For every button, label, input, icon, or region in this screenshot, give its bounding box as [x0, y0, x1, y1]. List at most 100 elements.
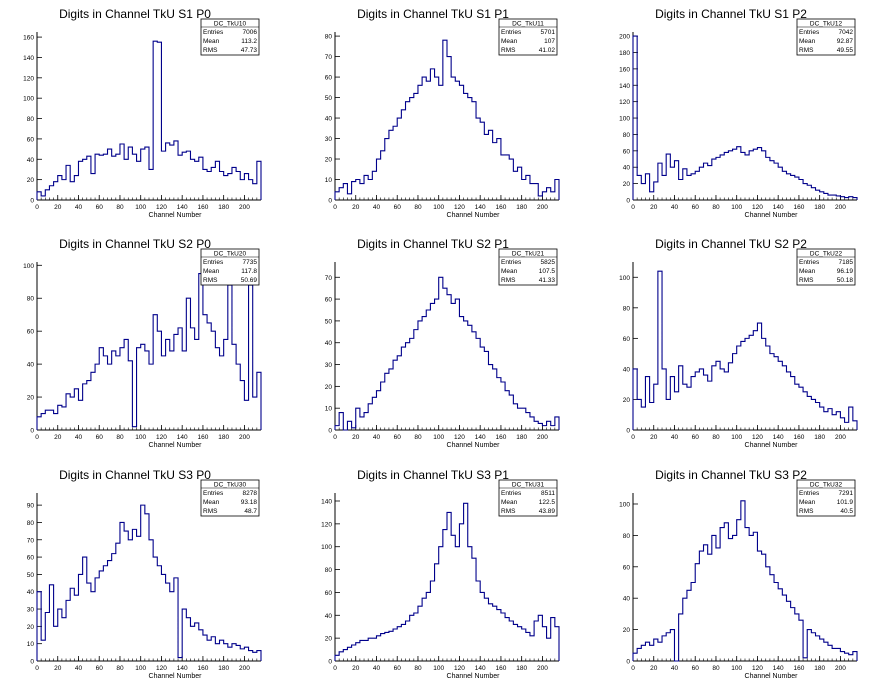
x-tick-label: 140 — [773, 204, 784, 211]
x-axis-label: Channel Number — [447, 442, 501, 449]
stats-value: 7291 — [839, 490, 854, 497]
y-tick-label: 0 — [30, 198, 34, 205]
x-tick-label: 140 — [773, 665, 784, 672]
histogram-panel: Digits in Channel TkU S2 P2 0 20 40 60 80 100 1… — [619, 237, 858, 449]
y-tick-label: 60 — [27, 136, 35, 143]
x-tick-label: 200 — [239, 204, 250, 211]
stats-value: 113.2 — [241, 38, 257, 45]
stats-box — [200, 479, 260, 517]
y-tick-label: 50 — [325, 95, 333, 102]
y-tick-label: 0 — [30, 659, 34, 666]
histogram-panel: Digits in Channel TkU S3 P00 20 40 60 80 100 1… — [27, 468, 262, 680]
x-tick-label: 60 — [96, 665, 104, 672]
x-tick-label: 180 — [218, 434, 229, 441]
stats-box — [796, 479, 856, 517]
stats-value: 5701 — [541, 29, 556, 36]
y-tick-label: 0 — [328, 659, 332, 666]
stats-value: 107 — [544, 38, 555, 45]
y-tick-label: 80 — [623, 533, 631, 540]
y-tick-label: 20 — [27, 177, 35, 184]
x-tick-label: 180 — [814, 434, 825, 441]
histogram-panel: Digits in Channel TkU S2 P10 20 40 60 80 100 1… — [325, 237, 560, 449]
y-tick-label: 20 — [325, 636, 333, 643]
y-tick-label: 20 — [27, 624, 35, 631]
x-tick-label: 100 — [433, 434, 444, 441]
y-tick-label: 0 — [328, 428, 332, 435]
y-tick-label: 10 — [325, 177, 333, 184]
x-tick-label: 120 — [752, 434, 763, 441]
stats-label: Entries — [203, 259, 224, 266]
x-tick-label: 120 — [454, 434, 465, 441]
y-tick-label: 140 — [619, 83, 630, 90]
stats-value: 49.55 — [837, 47, 854, 54]
histogram-panel: Digits in Channel TkU S1 P0 0 20 40 60 80 100 1… — [23, 7, 262, 219]
stats-name: DC_TkU31 — [512, 482, 545, 489]
stats-value: 96.19 — [837, 268, 854, 275]
histogram-panel: Digits in Channel TkU S1 P10 20 40 60 80 100 1… — [325, 7, 560, 219]
y-tick-label: 40 — [27, 362, 35, 369]
y-tick-label: 180 — [619, 50, 630, 57]
chart-title: Digits in Channel TkU S1 P0 — [59, 7, 211, 21]
y-tick-label: 100 — [23, 96, 34, 103]
y-tick-label: 80 — [27, 116, 35, 123]
stats-label: Entries — [501, 259, 522, 266]
x-tick-label: 40 — [75, 204, 83, 211]
chart-title: Digits in Channel TkU S1 P2 — [655, 7, 807, 21]
stats-value: 48.7 — [244, 508, 257, 515]
x-tick-label: 60 — [394, 434, 402, 441]
x-tick-label: 0 — [631, 434, 635, 441]
x-tick-label: 40 — [75, 665, 83, 672]
stats-value: 7006 — [243, 29, 258, 36]
histogram-panel: Digits in Channel TkU S2 P0 0 20 40 60 80 100 1… — [23, 237, 262, 449]
y-tick-label: 200 — [619, 34, 630, 41]
x-tick-label: 100 — [731, 204, 742, 211]
x-axis-label: Channel Number — [745, 212, 799, 219]
x-tick-label: 20 — [650, 665, 658, 672]
y-tick-label: 80 — [325, 567, 333, 574]
y-tick-label: 30 — [27, 607, 35, 614]
y-tick-label: 20 — [325, 157, 333, 164]
x-tick-label: 180 — [218, 665, 229, 672]
stats-box — [200, 248, 260, 286]
y-tick-label: 0 — [328, 198, 332, 205]
y-tick-label: 80 — [325, 34, 333, 41]
x-tick-label: 160 — [793, 204, 804, 211]
stats-box — [498, 18, 558, 56]
histogram-series — [632, 35, 858, 200]
histogram-series — [36, 272, 262, 430]
y-tick-label: 80 — [27, 296, 35, 303]
x-tick-label: 200 — [835, 665, 846, 672]
histogram-series — [632, 270, 858, 430]
y-tick-label: 60 — [325, 75, 333, 82]
y-tick-label: 0 — [626, 198, 630, 205]
x-tick-label: 20 — [352, 434, 360, 441]
x-tick-label: 0 — [35, 204, 39, 211]
x-tick-label: 140 — [177, 434, 188, 441]
y-tick-label: 40 — [623, 165, 631, 172]
y-tick-label: 80 — [623, 132, 631, 139]
stats-label: Mean — [501, 38, 518, 45]
x-tick-label: 120 — [156, 434, 167, 441]
stats-name: DC_TkU21 — [512, 251, 545, 258]
stats-label: Mean — [203, 499, 220, 506]
x-tick-label: 180 — [516, 665, 527, 672]
y-tick-label: 160 — [23, 35, 34, 42]
stats-label: Mean — [799, 268, 816, 275]
y-tick-label: 70 — [325, 275, 333, 282]
stats-value: 7185 — [839, 259, 854, 266]
y-tick-label: 120 — [321, 521, 332, 528]
stats-value: 92.87 — [837, 38, 854, 45]
y-tick-label: 20 — [623, 627, 631, 634]
x-tick-label: 80 — [116, 665, 124, 672]
stats-value: 50.18 — [837, 277, 854, 284]
stats-label: Mean — [203, 268, 220, 275]
chart-title: Digits in Channel TkU S1 P1 — [357, 7, 509, 21]
y-tick-label: 40 — [623, 596, 631, 603]
y-tick-label: 30 — [325, 362, 333, 369]
y-tick-label: 60 — [325, 590, 333, 597]
y-tick-label: 20 — [623, 397, 631, 404]
y-tick-label: 10 — [27, 641, 35, 648]
stats-label: Mean — [501, 268, 518, 275]
